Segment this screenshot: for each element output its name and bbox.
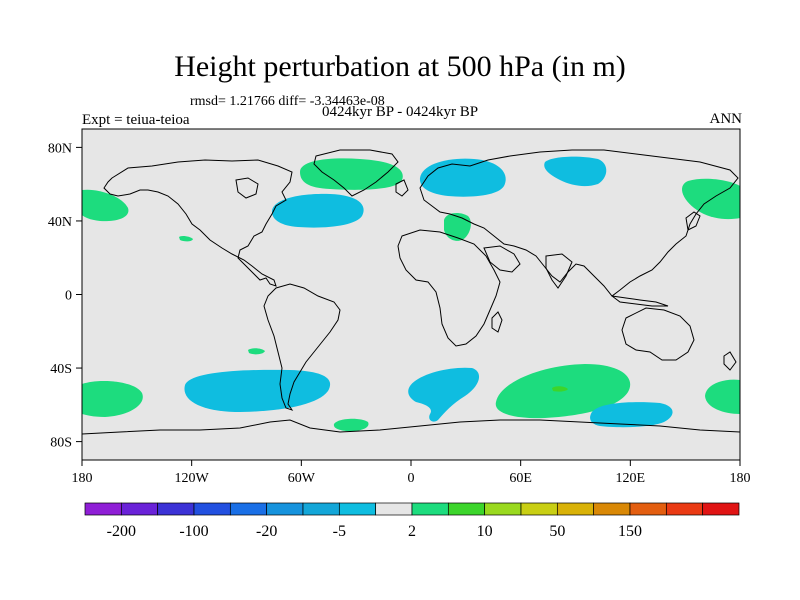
anomaly-layer: [82, 156, 740, 432]
coast-indonesia: [611, 295, 669, 307]
coast-arabia: [483, 245, 521, 273]
lat-label: 40N: [48, 215, 72, 230]
colorbar-label: -5: [333, 523, 346, 540]
periods-subtitle: 0424kyr BP - 0424kyr BP: [322, 104, 479, 120]
coast-hudson-bay: [235, 177, 259, 199]
lon-label: 120W: [175, 471, 210, 486]
axis-ticks: 80N 40N 0 40S 80S 180 120W 60W 0 60E 120E 180: [48, 141, 751, 486]
colorbar-swatch: [702, 502, 740, 516]
anomaly-scandinavia: [419, 158, 506, 197]
colorbar-label: 2: [408, 523, 416, 540]
colorbar-swatch: [302, 502, 340, 516]
coast-greenland: [313, 149, 399, 197]
rmsd-subtitle: rmsd= 1.21766 diff= -3.34463e-08: [190, 94, 385, 109]
colorbar-swatch: [84, 502, 122, 516]
coast-british-isles: [395, 179, 409, 197]
colorbar-swatch: [447, 502, 486, 516]
coast-japan: [685, 211, 701, 231]
anomaly-antarctic-coast: [333, 418, 369, 432]
colorbar-swatch: [193, 502, 231, 516]
coast-india: [545, 253, 573, 289]
colorbar-swatch: [665, 502, 704, 516]
colorbar-label: -100: [179, 523, 208, 540]
anomaly-siberia: [544, 156, 607, 187]
colorbar-swatch: [629, 502, 667, 516]
coastline-layer: [82, 149, 740, 435]
lat-label: 80N: [48, 141, 72, 156]
colorbar-swatch: [520, 502, 558, 516]
colorbar-swatch: [338, 502, 377, 516]
lon-label: 180: [730, 471, 751, 486]
plot-title: Height perturbation at 500 hPa (in m): [174, 50, 626, 83]
lon-label: 120E: [616, 471, 646, 486]
anomaly-s-atlantic: [408, 367, 480, 422]
anomaly-s-indian-core: [552, 386, 568, 392]
anomaly-greenland: [300, 158, 403, 190]
colorbar-swatch: [484, 502, 522, 516]
anomaly-s-pacific-west: [82, 381, 143, 417]
anomaly-n-atlantic: [272, 193, 364, 228]
colorbar-swatch: [411, 502, 449, 516]
colorbar-swatch: [266, 502, 304, 516]
anomaly-s-pacific-central: [184, 369, 331, 412]
coast-new-zealand: [723, 351, 737, 371]
anomaly-small-s-pacific: [248, 348, 265, 355]
colorbar-label: -20: [256, 523, 277, 540]
season-label: ANN: [709, 111, 743, 127]
experiment-label: Expt = teiua-teioa: [82, 112, 190, 128]
colorbar-label: 10: [477, 523, 493, 540]
colorbar-label: 150: [618, 523, 642, 540]
coast-eurasia: [419, 149, 739, 297]
coast-australia: [621, 307, 695, 361]
lat-label: 80S: [50, 436, 72, 451]
lat-label: 40S: [50, 362, 72, 377]
colorbar: -200 -100 -20 -5 2 10 50 150: [84, 502, 740, 540]
coast-north-america: [103, 159, 293, 287]
lon-label: 0: [408, 471, 415, 486]
lon-label: 60E: [509, 471, 532, 486]
anomaly-antarctic-pacific: [590, 402, 673, 428]
lat-label: 0: [65, 289, 72, 304]
colorbar-swatch: [157, 502, 195, 516]
coast-south-america: [263, 283, 341, 411]
colorbar-swatch: [229, 502, 268, 516]
lon-label: 180: [72, 471, 93, 486]
colorbar-label: 50: [549, 523, 565, 540]
coast-madagascar: [491, 311, 503, 333]
anomaly-mediterranean: [444, 212, 471, 241]
colorbar-label: -200: [107, 523, 136, 540]
anomaly-s-pacific-east: [705, 379, 740, 414]
anomaly-n-pacific-west: [82, 189, 129, 222]
coast-antarctica: [82, 419, 740, 435]
colorbar-swatch: [556, 502, 595, 516]
anomaly-small-n-pacific: [179, 235, 193, 242]
colorbar-swatch: [593, 502, 631, 516]
colorbar-swatch: [120, 502, 159, 516]
coast-africa: [397, 229, 501, 347]
lon-label: 60W: [288, 471, 316, 486]
colorbar-swatch: [375, 502, 413, 516]
